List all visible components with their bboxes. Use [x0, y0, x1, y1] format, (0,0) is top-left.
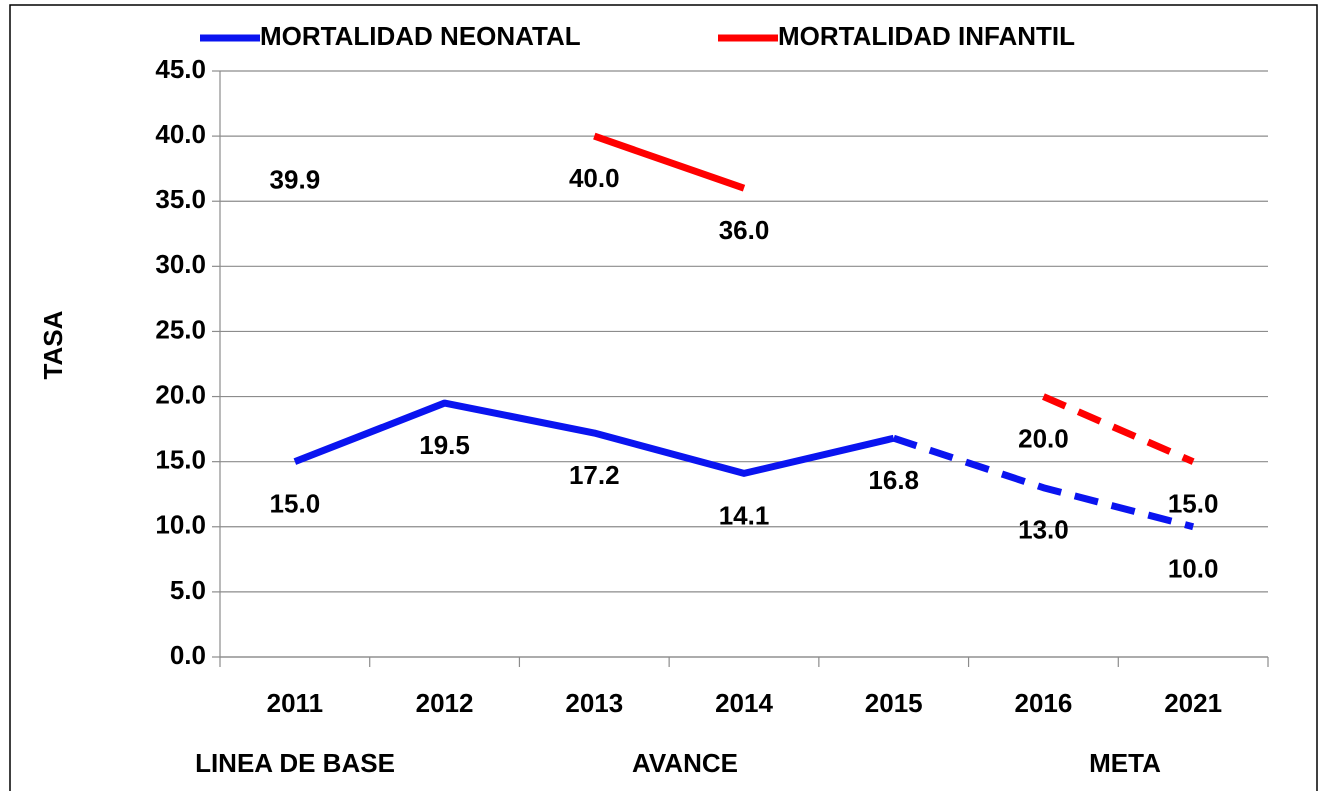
y-tick-label: 25.0 [155, 314, 206, 344]
data-label: 36.0 [719, 215, 770, 245]
y-tick-label: 45.0 [155, 54, 206, 84]
x-tick-label: 2014 [715, 688, 773, 718]
y-tick-label: 20.0 [155, 379, 206, 409]
line-dashed [892, 434, 1195, 531]
y-tick-label: 35.0 [155, 184, 206, 214]
group-label: AVANCE [632, 748, 738, 778]
data-label: 20.0 [1018, 423, 1069, 453]
data-label: 17.2 [569, 460, 620, 490]
legend-label: MORTALIDAD INFANTIL [778, 21, 1075, 51]
line [293, 399, 895, 477]
group-label: LINEA DE BASE [195, 748, 395, 778]
y-axis-label: TASA [38, 310, 68, 379]
x-tick-label: 2021 [1164, 688, 1222, 718]
data-label: 15.0 [1168, 489, 1219, 519]
y-tick-label: 10.0 [155, 510, 206, 540]
x-tick-label: 2011 [267, 688, 323, 718]
data-label: 19.5 [419, 430, 470, 460]
chart-frame [9, 4, 1318, 791]
line-dashed [1042, 393, 1195, 465]
y-tick-label: 40.0 [155, 119, 206, 149]
group-label: META [1089, 748, 1161, 778]
data-label: 13.0 [1018, 515, 1069, 545]
data-label: 15.0 [270, 489, 321, 519]
y-tick-label: 5.0 [170, 575, 206, 605]
y-tick-label: 30.0 [155, 249, 206, 279]
data-label: 16.8 [868, 465, 919, 495]
x-tick-label: 2016 [1015, 688, 1073, 718]
x-tick-label: 2013 [565, 688, 623, 718]
data-label: 40.0 [569, 163, 620, 193]
x-tick-label: 2015 [865, 688, 923, 718]
y-tick-label: 0.0 [170, 640, 206, 670]
legend-label: MORTALIDAD NEONATAL [260, 21, 581, 51]
x-tick-label: 2012 [416, 688, 474, 718]
data-label: 10.0 [1168, 554, 1219, 584]
data-label: 39.9 [270, 164, 321, 194]
data-label: 14.1 [719, 500, 770, 530]
y-tick-label: 15.0 [155, 445, 206, 475]
line [593, 132, 746, 192]
